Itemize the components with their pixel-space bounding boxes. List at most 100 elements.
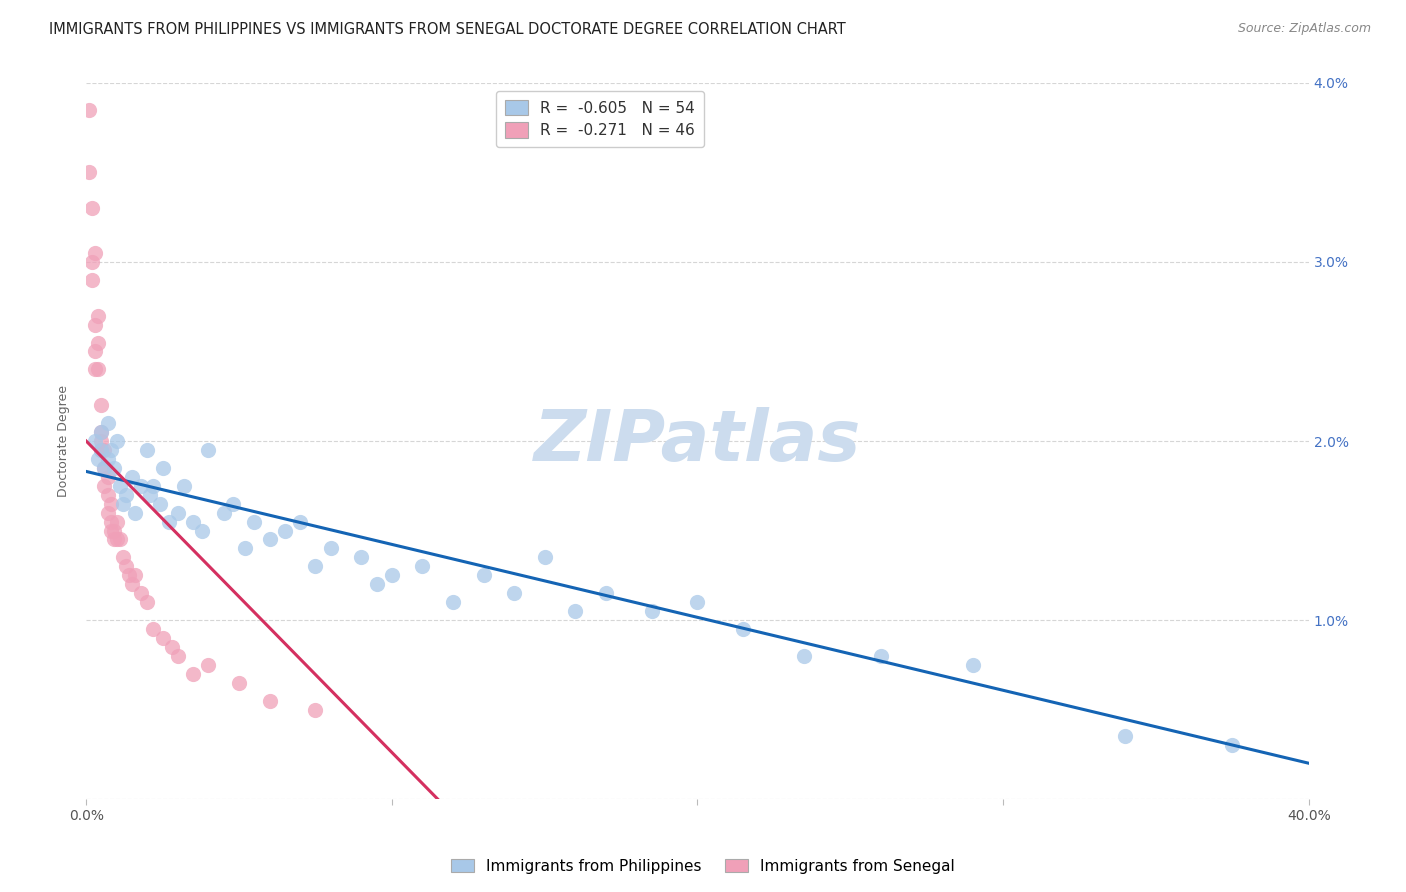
Point — [103, 533, 125, 547]
Point — [90, 398, 112, 412]
Point — [96, 451, 118, 466]
Point — [1114, 730, 1136, 744]
Point — [152, 631, 174, 645]
Point — [100, 524, 122, 538]
Point — [84, 434, 107, 448]
Point — [148, 497, 170, 511]
Point — [733, 622, 755, 636]
Point — [304, 559, 326, 574]
Point — [103, 461, 125, 475]
Point — [96, 470, 118, 484]
Point — [793, 648, 815, 663]
Point — [233, 541, 256, 556]
Point — [350, 550, 373, 565]
Point — [259, 693, 281, 707]
Point — [82, 255, 104, 269]
Point — [105, 434, 128, 448]
Point — [118, 568, 141, 582]
Point — [191, 524, 214, 538]
Point — [129, 586, 152, 600]
Text: Source: ZipAtlas.com: Source: ZipAtlas.com — [1237, 22, 1371, 36]
Point — [82, 201, 104, 215]
Point — [166, 506, 188, 520]
Point — [105, 515, 128, 529]
Point — [136, 442, 159, 457]
Point — [1222, 739, 1244, 753]
Point — [686, 595, 709, 609]
Point — [533, 550, 555, 565]
Point — [100, 442, 122, 457]
Point — [288, 515, 311, 529]
Point — [87, 335, 110, 350]
Text: IMMIGRANTS FROM PHILIPPINES VS IMMIGRANTS FROM SENEGAL DOCTORATE DEGREE CORRELAT: IMMIGRANTS FROM PHILIPPINES VS IMMIGRANT… — [49, 22, 846, 37]
Point — [212, 506, 235, 520]
Point — [197, 442, 219, 457]
Point — [142, 622, 165, 636]
Point — [381, 568, 404, 582]
Point — [96, 416, 118, 430]
Point — [84, 318, 107, 332]
Point — [93, 442, 115, 457]
Point — [259, 533, 281, 547]
Point — [77, 165, 100, 179]
Point — [90, 442, 112, 457]
Point — [142, 479, 165, 493]
Point — [181, 515, 204, 529]
Point — [228, 675, 250, 690]
Point — [274, 524, 297, 538]
Point — [564, 604, 586, 618]
Point — [136, 595, 159, 609]
Point — [77, 103, 100, 117]
Point — [90, 442, 112, 457]
Point — [96, 488, 118, 502]
Point — [472, 568, 495, 582]
Point — [166, 648, 188, 663]
Point — [366, 577, 388, 591]
Point — [87, 309, 110, 323]
Point — [139, 488, 162, 502]
Point — [100, 515, 122, 529]
Point — [121, 470, 143, 484]
Point — [87, 451, 110, 466]
Point — [111, 497, 134, 511]
Point — [157, 515, 180, 529]
Point — [84, 246, 107, 260]
Point — [640, 604, 662, 618]
Legend: Immigrants from Philippines, Immigrants from Senegal: Immigrants from Philippines, Immigrants … — [446, 853, 960, 880]
Point — [108, 479, 131, 493]
Point — [108, 533, 131, 547]
Point — [103, 524, 125, 538]
Point — [90, 425, 112, 439]
Point — [90, 434, 112, 448]
Point — [595, 586, 617, 600]
Point — [319, 541, 342, 556]
Text: ZIPatlas: ZIPatlas — [534, 407, 862, 475]
Point — [304, 702, 326, 716]
Point — [90, 425, 112, 439]
Point — [87, 362, 110, 376]
Point — [84, 362, 107, 376]
Point — [181, 666, 204, 681]
Point — [124, 506, 146, 520]
Point — [100, 497, 122, 511]
Point — [962, 657, 984, 672]
Point — [82, 273, 104, 287]
Point — [129, 479, 152, 493]
Point — [222, 497, 245, 511]
Point — [870, 648, 893, 663]
Point — [105, 533, 128, 547]
Point — [152, 461, 174, 475]
Point — [124, 568, 146, 582]
Point — [173, 479, 195, 493]
Point — [93, 479, 115, 493]
Point — [160, 640, 183, 654]
Point — [197, 657, 219, 672]
Point — [84, 344, 107, 359]
Point — [93, 461, 115, 475]
Point — [411, 559, 433, 574]
Point — [111, 550, 134, 565]
Point — [441, 595, 464, 609]
Point — [115, 488, 138, 502]
Point — [96, 506, 118, 520]
Point — [503, 586, 526, 600]
